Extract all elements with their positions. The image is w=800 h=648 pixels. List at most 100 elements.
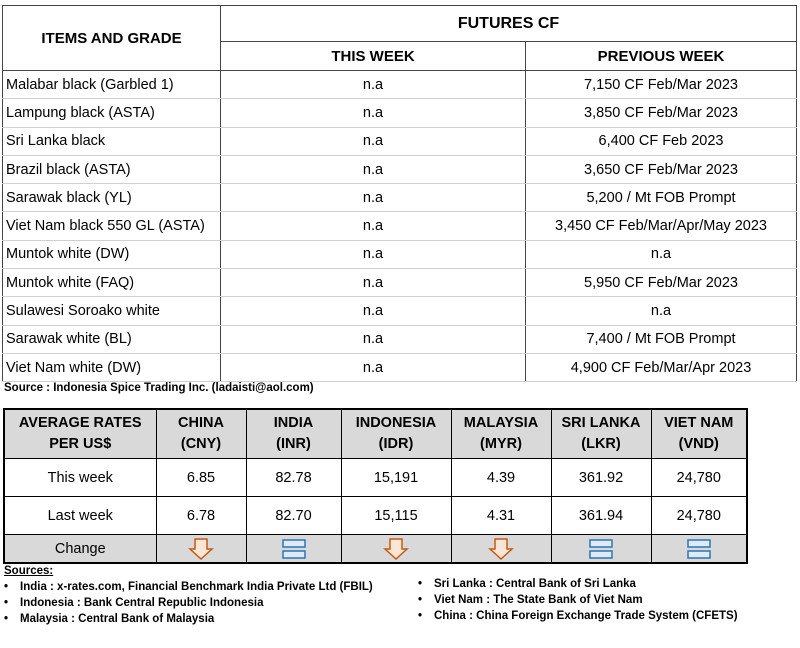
source-text: Malaysia : Central Bank of Malaysia [20, 613, 215, 625]
source-item: • Malaysia : Central Bank of Malaysia [4, 613, 373, 629]
change-cell [550, 534, 652, 564]
header-cell: SRI LANKA (LKR) [550, 408, 652, 459]
table-cell: Viet Nam white (DW) [2, 353, 221, 383]
header-row: ITEMS AND GRADE FUTURES CF [2, 5, 798, 71]
sources-left: Sources: • India : x-rates.com, Financial… [4, 565, 373, 629]
table-cell: 6,400 CF Feb 2023 [524, 127, 798, 156]
table-cell: Muntok white (FAQ) [2, 268, 221, 298]
table-cell: 3,650 CF Feb/Mar 2023 [524, 155, 798, 185]
header-cell: FUTURES CF [219, 5, 798, 42]
table-cell: n.a [220, 70, 526, 100]
table-row: Brazil black (ASTA) n.a 3,650 CF Feb/Mar 2… [2, 155, 798, 185]
table-cell: n.a [524, 240, 798, 270]
table-cell: 24,780 [650, 496, 748, 535]
table-cell: 82.78 [245, 458, 342, 497]
sources-title: Sources: [4, 565, 54, 577]
table-cell: 5,950 CF Feb/Mar 2023 [524, 268, 798, 298]
header-cell: AVERAGE RATES PER US$ [3, 408, 157, 459]
table-row: Sarawak white (BL) n.a 7,400 / Mt FOB Prom… [2, 325, 798, 354]
table-cell: n.a [220, 296, 526, 326]
table-row: Sri Lanka black n.a 6,400 CF Feb 2023 [2, 127, 798, 156]
change-row: Change [3, 534, 748, 564]
source-item: • Indonesia : Bank Central Republic Indon… [4, 597, 373, 613]
table-cell: n.a [524, 296, 798, 326]
source-text: Sri Lanka : Central Bank of Sri Lanka [434, 578, 636, 590]
change-cell [155, 534, 247, 564]
down-arrow-icon [188, 537, 214, 560]
table-cell: Viet Nam black 550 GL (ASTA) [2, 211, 221, 241]
source-item: • India : x-rates.com, Financial Benchmar… [4, 581, 373, 597]
change-cell [245, 534, 342, 564]
table-cell: 5,200 / Mt FOB Prompt [524, 183, 798, 213]
header-cell: MALAYSIA (MYR) [450, 408, 552, 459]
header-cell: CHINA (CNY) [155, 408, 247, 459]
table-cell: n.a [220, 240, 526, 270]
table-cell: 82.70 [245, 496, 342, 535]
table-row: Sarawak black (YL) n.a 5,200 / Mt FOB Prom… [2, 183, 798, 213]
header-cell: INDIA (INR) [245, 408, 342, 459]
table-cell: n.a [220, 211, 526, 241]
change-label: Change [3, 534, 157, 564]
table-cell: n.a [220, 353, 526, 383]
bullet: • [4, 581, 9, 593]
header-row: THIS WEEK PREVIOUS WEEK [3, 41, 798, 71]
header-cell: ITEMS AND GRADE [2, 5, 221, 71]
source-item: • Sri Lanka : Central Bank of Sri Lanka [418, 578, 738, 594]
header-cell: PREVIOUS WEEK [524, 41, 798, 71]
table-row: Muntok white (DW) n.a n.a [2, 240, 798, 270]
table-cell: Sri Lanka black [2, 127, 221, 156]
table-cell: Last week [3, 496, 157, 535]
table-cell: n.a [220, 325, 526, 354]
table-cell: n.a [220, 127, 526, 156]
table-cell: 3,450 CF Feb/Mar/Apr/May 2023 [524, 211, 798, 241]
table-cell: Sulawesi Soroako white [2, 296, 221, 326]
source-text: Indonesia : Bank Central Republic Indone… [20, 597, 264, 609]
table-cell: 3,850 CF Feb/Mar 2023 [524, 98, 798, 128]
table-cell: This week [3, 458, 157, 497]
equal-icon [589, 538, 613, 559]
table-cell: Malabar black (Garbled 1) [2, 70, 221, 100]
equal-icon [281, 538, 306, 559]
table-cell: 15,191 [340, 458, 452, 497]
change-cell [650, 534, 748, 564]
down-arrow-icon [488, 537, 514, 560]
rates-table: AVERAGE RATES PER US$ CHINA (CNY) INDIA (I… [3, 408, 748, 564]
header-cell: VIET NAM (VND) [650, 408, 748, 459]
bullet: • [4, 597, 9, 609]
futures-table: ITEMS AND GRADE FUTURES CF THIS WEEK PRE… [2, 5, 798, 383]
equal-icon [687, 538, 711, 559]
table-row: Sulawesi Soroako white n.a n.a [2, 296, 798, 326]
source-item: • Viet Nam : The State Bank of Viet Nam [418, 594, 738, 610]
table-row: Viet Nam black 550 GL (ASTA) n.a 3,450 CF … [2, 211, 798, 241]
table-cell: Sarawak white (BL) [2, 325, 221, 354]
table-cell: 15,115 [340, 496, 452, 535]
table-cell: n.a [220, 98, 526, 128]
source-item: • China : China Foreign Exchange Trade Sy… [418, 610, 738, 626]
table-cell: 361.94 [550, 496, 652, 535]
table-cell: Muntok white (DW) [2, 240, 221, 270]
bullet: • [418, 578, 423, 590]
table-row: This week 6.85 82.78 15,191 4.39 361.92 24,780 [3, 458, 748, 497]
table-cell: n.a [220, 268, 526, 298]
table-cell: 6.78 [155, 496, 247, 535]
source-note: Source : Indonesia Spice Trading Inc. (l… [4, 382, 314, 394]
table-cell: Brazil black (ASTA) [2, 155, 221, 185]
table-cell: n.a [220, 183, 526, 213]
table-cell: Lampung black (ASTA) [2, 98, 221, 128]
sources-right: • Sri Lanka : Central Bank of Sri Lanka • V… [418, 578, 738, 626]
table-cell: 4,900 CF Feb/Mar/Apr 2023 [524, 353, 798, 383]
bullet: • [4, 613, 9, 625]
down-arrow-icon [383, 537, 409, 560]
change-cell [340, 534, 452, 564]
table-cell: 7,150 CF Feb/Mar 2023 [524, 70, 798, 100]
source-text: Viet Nam : The State Bank of Viet Nam [434, 594, 643, 606]
table-row: Viet Nam white (DW) n.a 4,900 CF Feb/Mar/A… [2, 353, 798, 383]
bullet: • [418, 610, 423, 622]
header-cell: THIS WEEK [220, 41, 526, 71]
table-row: Muntok white (FAQ) n.a 5,950 CF Feb/Mar 20… [2, 268, 798, 298]
table-cell: n.a [220, 155, 526, 185]
bullet: • [418, 594, 423, 606]
table-row: Last week 6.78 82.70 15,115 4.31 361.94 24,780 [3, 496, 748, 535]
